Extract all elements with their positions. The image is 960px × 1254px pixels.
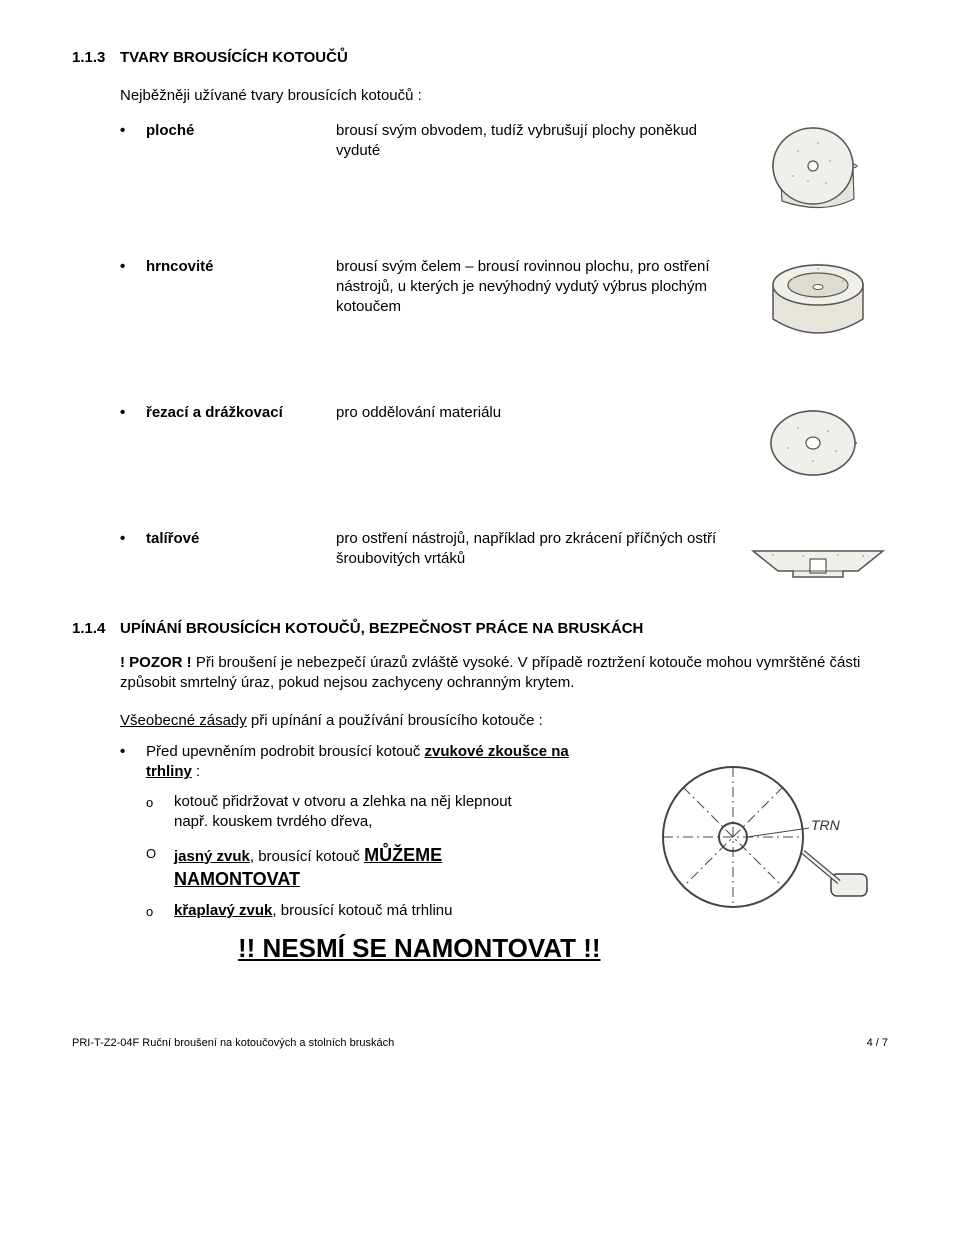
pozor-label: ! POZOR ! bbox=[120, 654, 192, 671]
shape-image-rezaci bbox=[748, 403, 888, 483]
top-pre: Před upevněním podrobit brousící kotouč bbox=[146, 743, 425, 760]
shape-desc: brousí svým čelem – brousí rovinnou ploc… bbox=[336, 257, 748, 318]
shape-desc: pro ostření nástrojů, například pro zkrá… bbox=[336, 529, 748, 570]
zasady-top-line: • Před upevněním podrobit brousící kotou… bbox=[120, 742, 610, 783]
section-title: UPÍNÁNÍ BROUSÍCÍCH KOTOUČŮ, BEZPEČNOST P… bbox=[120, 619, 643, 639]
sub-item: o kotouč přidržovat v otvoru a zlehka na… bbox=[146, 792, 516, 833]
shape-row-rezaci: • řezací a drážkovací pro oddělování mat… bbox=[120, 403, 888, 483]
shape-desc: pro oddělování materiálu bbox=[336, 403, 748, 423]
sub-mid: , brousící kotouč má trhlinu bbox=[272, 902, 452, 919]
sub-o: o bbox=[146, 901, 174, 921]
sub-list: o kotouč přidržovat v otvoru a zlehka na… bbox=[146, 792, 610, 921]
trn-diagram: TRN bbox=[628, 742, 888, 942]
section-intro: Nejběžněji užívané tvary brousících koto… bbox=[120, 86, 888, 106]
sub-text: křaplavý zvuk, brousící kotouč má trhlin… bbox=[174, 901, 516, 921]
shape-name: ploché bbox=[146, 121, 336, 141]
bullet: • bbox=[120, 403, 146, 423]
bullet: • bbox=[120, 742, 146, 762]
shapes-list: • ploché brousí svým obvodem, tudíž vybr… bbox=[120, 121, 888, 589]
footer-right: 4 / 7 bbox=[867, 1036, 888, 1051]
pozor-text: Při broušení je nebezpečí úrazů zvláště … bbox=[120, 654, 860, 691]
sub-u1: křaplavý zvuk bbox=[174, 902, 272, 919]
pozor-paragraph: ! POZOR ! Při broušení je nebezpečí úraz… bbox=[120, 653, 888, 694]
section-1-1-3-heading: 1.1.3 TVARY BROUSÍCÍCH KOTOUČŮ bbox=[72, 48, 888, 68]
sub-text: jasný zvuk, brousící kotouč MŮŽEME NAMON… bbox=[174, 843, 516, 892]
zasady-block: • Před upevněním podrobit brousící kotou… bbox=[120, 742, 888, 967]
sub-o: o bbox=[146, 792, 174, 812]
zasady-rest: při upínání a používání brousícího kotou… bbox=[247, 712, 543, 729]
sub-text: kotouč přidržovat v otvoru a zlehka na n… bbox=[174, 792, 516, 833]
section-1-1-4-heading: 1.1.4 UPÍNÁNÍ BROUSÍCÍCH KOTOUČŮ, BEZPEČ… bbox=[72, 619, 888, 639]
section-number: 1.1.3 bbox=[72, 48, 120, 68]
sub-item: O jasný zvuk, brousící kotouč MŮŽEME NAM… bbox=[146, 843, 516, 892]
zasady-text: • Před upevněním podrobit brousící kotou… bbox=[120, 742, 628, 967]
shape-name: řezací a drážkovací bbox=[146, 403, 336, 423]
section-title: TVARY BROUSÍCÍCH KOTOUČŮ bbox=[120, 48, 348, 68]
zasady-top-text: Před upevněním podrobit brousící kotouč … bbox=[146, 742, 610, 783]
bullet: • bbox=[120, 529, 146, 549]
shape-name: talířové bbox=[146, 529, 336, 549]
zasady-label: Všeobecné zásady bbox=[120, 712, 247, 729]
shape-row-talirove: • talířové pro ostření nástrojů, napříkl… bbox=[120, 529, 888, 589]
footer-left: PRI-T-Z2-04F Ruční broušení na kotoučový… bbox=[72, 1036, 394, 1051]
sub-u1: jasný zvuk bbox=[174, 848, 250, 865]
sub-o: O bbox=[146, 843, 174, 863]
bullet: • bbox=[120, 121, 146, 141]
shape-row-hrncovite: • hrncovité brousí svým čelem – brousí r… bbox=[120, 257, 888, 357]
shape-row-ploche: • ploché brousí svým obvodem, tudíž vybr… bbox=[120, 121, 888, 211]
shape-name: hrncovité bbox=[146, 257, 336, 277]
bullet: • bbox=[120, 257, 146, 277]
top-post: : bbox=[192, 763, 200, 780]
sub-mid: , brousící kotouč bbox=[250, 848, 364, 865]
section-number: 1.1.4 bbox=[72, 619, 120, 639]
nesmi-wrap: !! NESMÍ SE NAMONTOVAT !! bbox=[238, 931, 610, 966]
shape-image-hrncovite bbox=[748, 257, 888, 357]
shape-image-ploche bbox=[748, 121, 888, 211]
shape-image-talirove bbox=[748, 529, 888, 589]
zasady-intro: Všeobecné zásady při upínání a používání… bbox=[120, 711, 888, 731]
trn-label: TRN bbox=[811, 817, 841, 833]
nesmi-text: !! NESMÍ SE NAMONTOVAT !! bbox=[238, 933, 601, 963]
shape-desc: brousí svým obvodem, tudíž vybrušují plo… bbox=[336, 121, 748, 162]
sub-item: o křaplavý zvuk, brousící kotouč má trhl… bbox=[146, 901, 516, 921]
page-footer: PRI-T-Z2-04F Ruční broušení na kotoučový… bbox=[72, 1036, 888, 1051]
